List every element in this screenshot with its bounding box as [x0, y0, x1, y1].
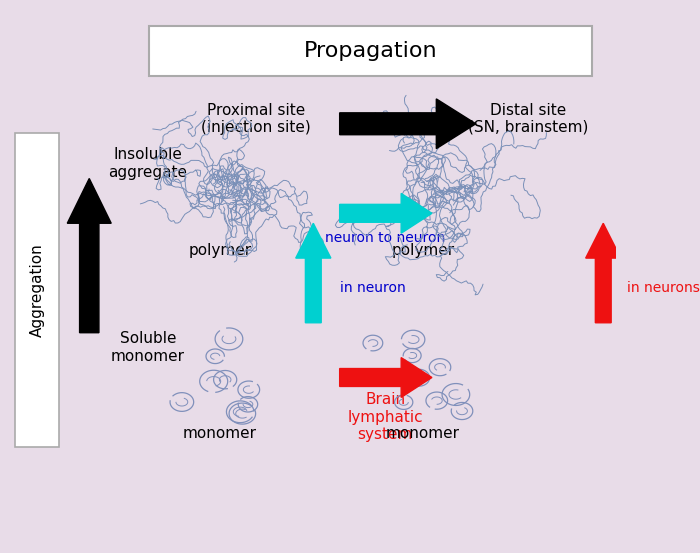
- Text: Distal site
(SN, brainstem): Distal site (SN, brainstem): [468, 103, 589, 135]
- Text: Aggregation: Aggregation: [29, 243, 45, 337]
- Text: Propagation: Propagation: [304, 41, 438, 61]
- Text: neuron to neuron: neuron to neuron: [326, 231, 445, 245]
- FancyArrow shape: [340, 194, 432, 233]
- Text: in neurons: in neurons: [627, 281, 700, 295]
- Text: monomer: monomer: [386, 425, 460, 441]
- Text: Brain
lymphatic
system: Brain lymphatic system: [347, 393, 424, 442]
- Text: Insoluble
aggregate: Insoluble aggregate: [108, 147, 188, 180]
- Text: monomer: monomer: [183, 425, 257, 441]
- Text: polymer: polymer: [188, 243, 251, 258]
- FancyArrow shape: [295, 223, 331, 323]
- FancyArrow shape: [67, 179, 111, 333]
- Text: Proximal site
(injection site): Proximal site (injection site): [202, 103, 311, 135]
- Text: polymer: polymer: [391, 243, 454, 258]
- FancyBboxPatch shape: [15, 133, 60, 447]
- Text: Soluble
monomer: Soluble monomer: [111, 331, 185, 364]
- FancyArrow shape: [340, 99, 476, 149]
- FancyBboxPatch shape: [149, 26, 592, 76]
- Text: in neuron: in neuron: [340, 281, 405, 295]
- FancyArrow shape: [340, 358, 432, 398]
- FancyArrow shape: [586, 223, 621, 323]
